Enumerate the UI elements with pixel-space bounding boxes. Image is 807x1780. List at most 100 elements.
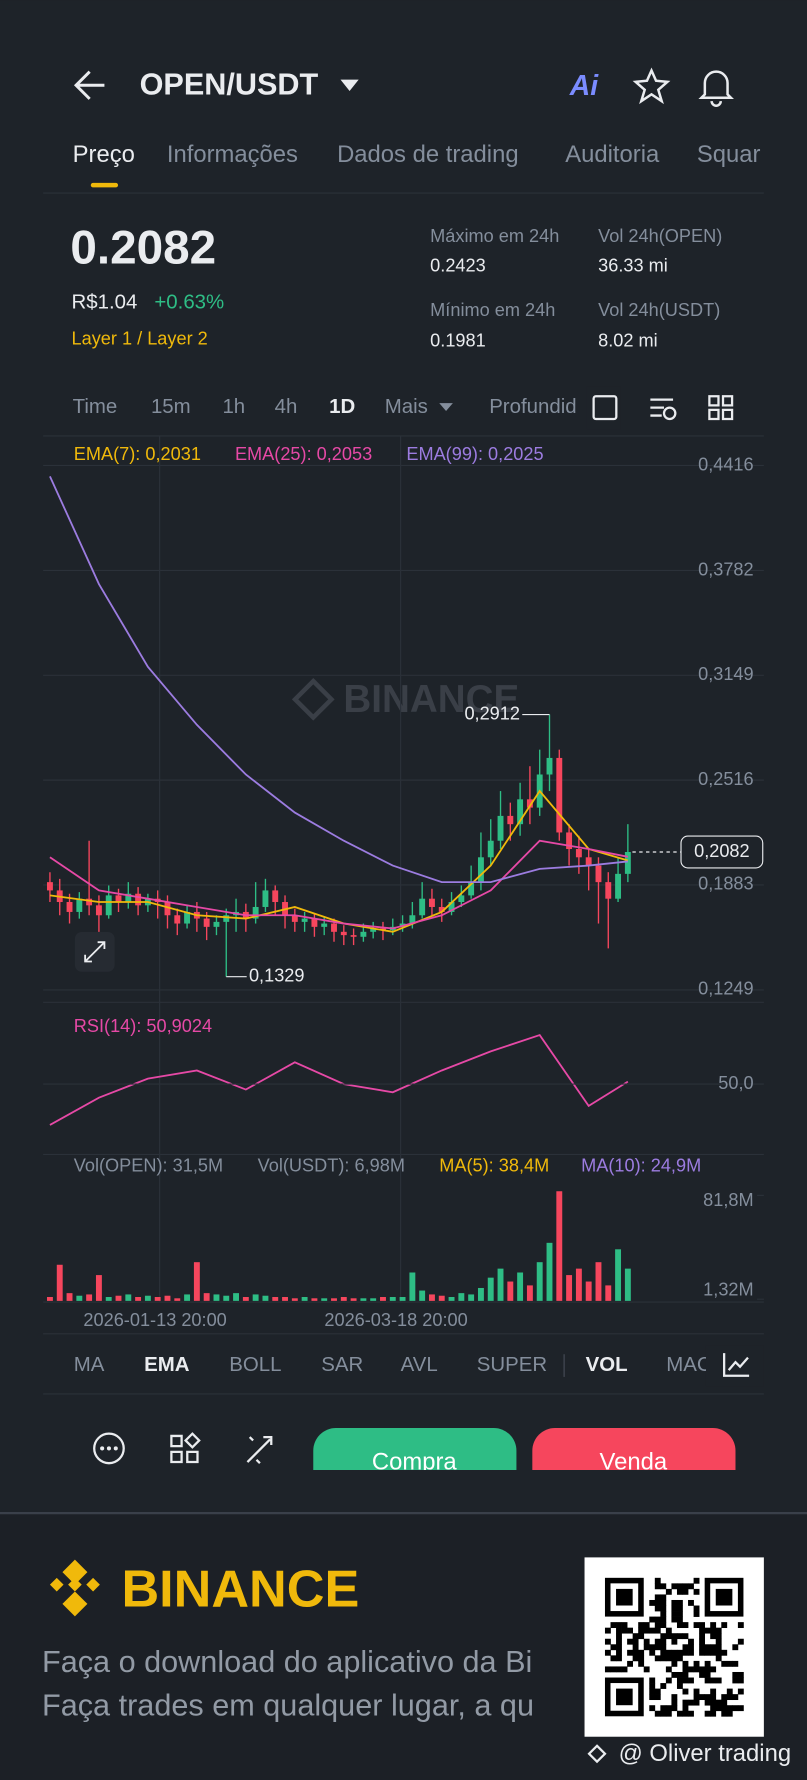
qr-module bbox=[693, 1577, 700, 1584]
qr-module bbox=[732, 1660, 739, 1667]
qr-module bbox=[710, 1688, 717, 1695]
qr-module bbox=[632, 1649, 639, 1656]
alert-button[interactable] bbox=[698, 70, 734, 107]
tool-button[interactable] bbox=[246, 1435, 273, 1464]
qr-module bbox=[693, 1694, 700, 1701]
candle-body bbox=[585, 857, 592, 866]
qr-module bbox=[682, 1677, 689, 1684]
watermark-logo bbox=[291, 677, 335, 721]
indicator-tab[interactable]: SAR bbox=[321, 1354, 363, 1376]
indicator-tab[interactable]: MAC bbox=[666, 1354, 711, 1376]
qr-module bbox=[682, 1710, 689, 1717]
qr-module bbox=[704, 1627, 711, 1634]
volume-bar bbox=[174, 1298, 181, 1301]
interval[interactable]: 1D bbox=[329, 396, 355, 418]
qr-module bbox=[704, 1644, 711, 1651]
indicator-tab[interactable]: AVL bbox=[401, 1354, 438, 1376]
qr-module bbox=[660, 1655, 667, 1662]
qr-module bbox=[688, 1710, 694, 1717]
volume-bar bbox=[291, 1298, 298, 1301]
qr-module bbox=[643, 1622, 650, 1629]
tab[interactable]: Squar bbox=[697, 141, 761, 168]
tab[interactable]: Auditoria bbox=[565, 141, 660, 168]
candle-body bbox=[526, 799, 533, 808]
qr-module bbox=[715, 1699, 722, 1706]
qr-module bbox=[627, 1627, 634, 1634]
qr-module bbox=[665, 1588, 672, 1595]
qr-module bbox=[676, 1583, 683, 1590]
more-button[interactable] bbox=[93, 1432, 125, 1465]
qr-module bbox=[616, 1622, 622, 1629]
volume-bar bbox=[213, 1294, 220, 1301]
qr-module bbox=[726, 1688, 733, 1695]
qr-module bbox=[671, 1599, 678, 1606]
tool-button[interactable] bbox=[592, 395, 618, 421]
indicator-tab[interactable]: MA bbox=[74, 1354, 105, 1376]
qr-module bbox=[737, 1638, 744, 1645]
back-button[interactable] bbox=[73, 70, 105, 100]
qr-module bbox=[604, 1649, 611, 1656]
pair-title[interactable]: OPEN/USDT bbox=[140, 67, 319, 101]
interval[interactable]: 1h bbox=[222, 396, 245, 418]
qr-module bbox=[654, 1616, 661, 1623]
qr-module bbox=[671, 1649, 678, 1656]
footer-text: Faça o download do aplicativo da Bi bbox=[42, 1645, 532, 1679]
legend-entry: EMA(25): 0,2053 bbox=[235, 444, 372, 464]
candle-body bbox=[624, 851, 631, 874]
volume-bar bbox=[507, 1281, 514, 1301]
qr-module bbox=[654, 1638, 661, 1645]
ai-button[interactable]: Ai bbox=[569, 70, 599, 102]
indicator-tab[interactable]: SUPER bbox=[477, 1354, 547, 1376]
qr-module bbox=[654, 1622, 661, 1629]
volume-bar bbox=[429, 1294, 435, 1301]
volume-bar bbox=[154, 1297, 161, 1301]
apps-button[interactable] bbox=[170, 1432, 201, 1464]
interval[interactable]: Mais bbox=[385, 396, 428, 418]
x-tick-label: 2026-01-13 20:00 bbox=[83, 1310, 226, 1330]
buy-label[interactable]: Compra bbox=[372, 1448, 457, 1475]
tool-button[interactable] bbox=[708, 395, 734, 421]
sell-label[interactable]: Venda bbox=[600, 1448, 668, 1475]
volume-bar bbox=[575, 1268, 582, 1301]
indicator-settings[interactable] bbox=[723, 1353, 750, 1377]
indicator-tab[interactable]: VOL bbox=[586, 1354, 628, 1376]
tool-button[interactable] bbox=[650, 398, 674, 417]
qr-finder bbox=[715, 1588, 733, 1606]
tab[interactable]: Informações bbox=[167, 141, 298, 168]
candle-body bbox=[301, 918, 308, 922]
qr-module bbox=[665, 1627, 672, 1634]
buy-button[interactable] bbox=[313, 1428, 517, 1496]
qr-module bbox=[627, 1649, 634, 1656]
interval[interactable]: 15m bbox=[151, 396, 191, 418]
fiat-price: R$1.04 bbox=[72, 292, 138, 314]
interval[interactable]: Profundid bbox=[489, 396, 576, 418]
qr-module bbox=[710, 1627, 717, 1634]
sell-button[interactable] bbox=[532, 1428, 736, 1496]
interval[interactable]: Time bbox=[73, 396, 118, 418]
qr-module bbox=[654, 1627, 661, 1634]
tab[interactable]: Dados de trading bbox=[337, 141, 518, 168]
volume-bar bbox=[370, 1298, 377, 1301]
qr-module bbox=[643, 1638, 650, 1645]
qr-module bbox=[710, 1699, 717, 1706]
interval[interactable]: 4h bbox=[275, 396, 298, 418]
qr-module bbox=[638, 1660, 645, 1667]
qr-module bbox=[721, 1694, 728, 1701]
candle-body bbox=[311, 918, 318, 927]
indicator-tab[interactable]: BOLL bbox=[229, 1354, 281, 1376]
qr-module bbox=[688, 1677, 694, 1684]
stat-label: Máximo em 24h bbox=[430, 226, 559, 246]
qr-module bbox=[671, 1583, 678, 1590]
qr-module bbox=[682, 1622, 689, 1629]
tab[interactable]: Preço bbox=[73, 141, 135, 168]
favorite-button[interactable] bbox=[632, 67, 671, 105]
indicator-tab[interactable]: EMA bbox=[144, 1354, 190, 1376]
rsi-legend: RSI(14): 50,9024 bbox=[74, 1016, 212, 1036]
pair-dropdown[interactable] bbox=[340, 79, 359, 91]
ema-line bbox=[49, 476, 628, 884]
candle-body bbox=[135, 893, 142, 906]
candle-body bbox=[458, 895, 465, 903]
tags[interactable]: Layer 1 / Layer 2 bbox=[72, 328, 208, 348]
qr-module bbox=[627, 1660, 634, 1667]
ema-line bbox=[49, 839, 629, 930]
